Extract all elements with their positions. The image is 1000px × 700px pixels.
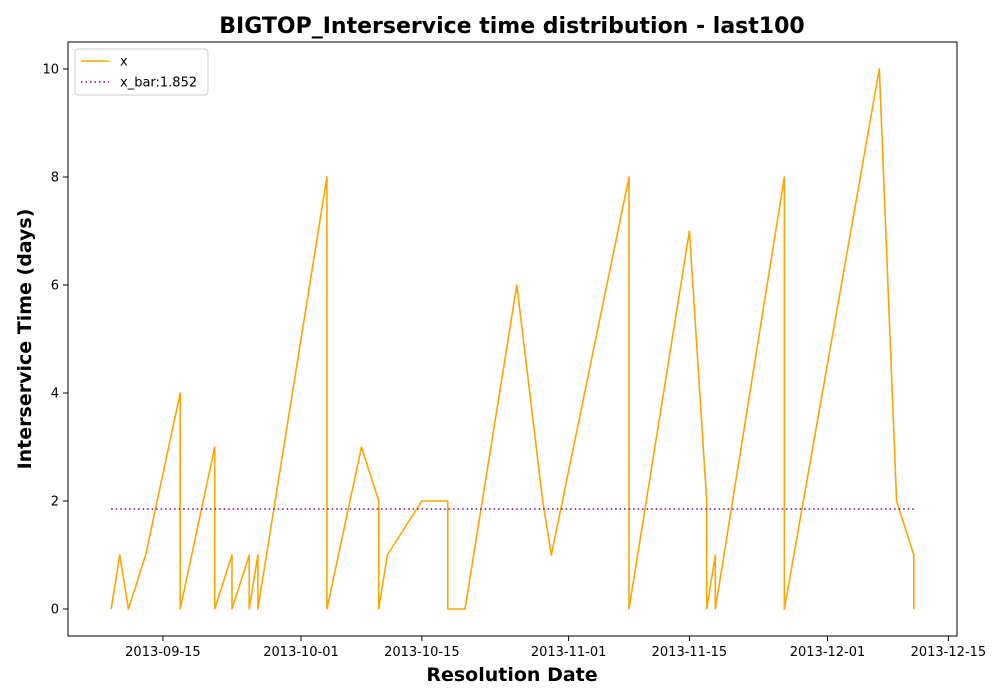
y-tick-label: 2 [51, 495, 59, 510]
legend: x x_bar:1.852 [74, 48, 209, 96]
chart-title: BIGTOP_Interservice time distribution - … [219, 14, 804, 39]
y-axis: 0 2 4 6 8 10 [42, 63, 68, 618]
x-tick-label: 2013-12-01 [790, 645, 866, 660]
x-tick-label: 2013-09-15 [125, 645, 201, 660]
x-tick-label: 2013-12-15 [911, 645, 987, 660]
x-axis-label: Resolution Date [426, 664, 597, 686]
x-tick-label: 2013-11-15 [652, 645, 728, 660]
x-tick-label: 2013-11-01 [531, 645, 607, 660]
y-tick-label: 4 [51, 387, 59, 402]
y-tick-label: 6 [51, 279, 59, 294]
legend-label-x: x [120, 55, 128, 70]
series-line-x [110, 68, 915, 610]
y-tick-label: 0 [51, 603, 59, 618]
y-axis-label: Interservice Time (days) [14, 209, 36, 470]
legend-label-x-bar: x_bar:1.852 [120, 76, 197, 91]
y-tick-label: 8 [51, 171, 59, 186]
plot-area [67, 41, 958, 637]
x-tick-label: 2013-10-01 [263, 645, 339, 660]
x-tick-label: 2013-10-15 [384, 645, 460, 660]
x-axis: 2013-09-15 2013-10-01 2013-10-15 2013-11-01… [125, 636, 986, 660]
y-tick-label: 10 [42, 63, 59, 78]
plot-frame [67, 41, 958, 637]
